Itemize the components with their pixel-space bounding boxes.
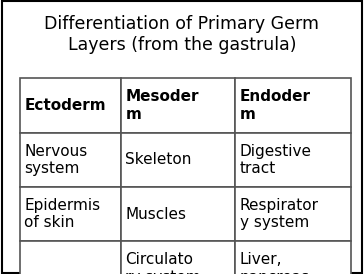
Text: Ectoderm: Ectoderm bbox=[24, 98, 106, 113]
Text: Circulato
ry system: Circulato ry system bbox=[126, 253, 201, 274]
Text: Endoder
m: Endoder m bbox=[240, 89, 311, 121]
Text: Skeleton: Skeleton bbox=[126, 152, 192, 167]
Text: Digestive
tract: Digestive tract bbox=[240, 144, 312, 176]
Text: Muscles: Muscles bbox=[126, 207, 186, 222]
Text: Differentiation of Primary Germ
Layers (from the gastrula): Differentiation of Primary Germ Layers (… bbox=[44, 15, 320, 54]
Text: Epidermis
of skin: Epidermis of skin bbox=[24, 198, 100, 230]
Text: Mesoder
m: Mesoder m bbox=[126, 89, 199, 121]
Text: Liver,
pancreas: Liver, pancreas bbox=[240, 253, 310, 274]
Text: Nervous
system: Nervous system bbox=[24, 144, 88, 176]
Text: Respirator
y system: Respirator y system bbox=[240, 198, 319, 230]
